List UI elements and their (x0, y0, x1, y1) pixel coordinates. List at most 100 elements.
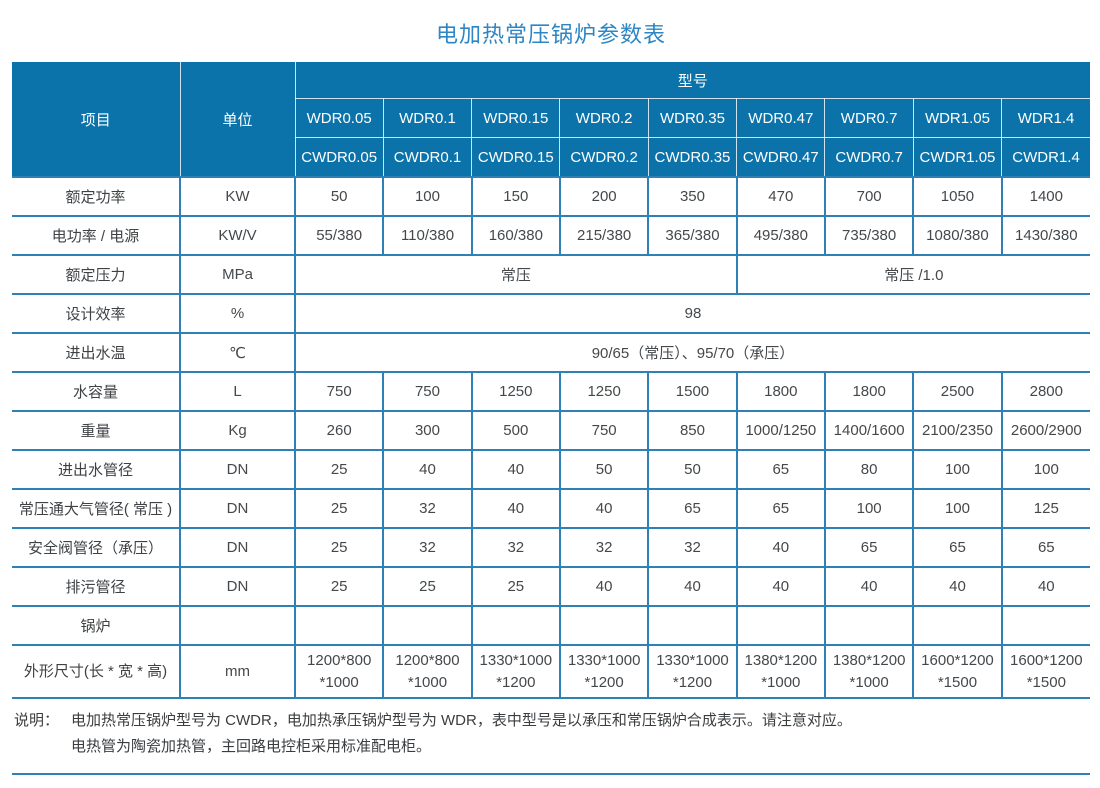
table-row: 排污管径 DN 25 25 25 40 40 40 40 40 40 (12, 566, 1090, 606)
value-cell: 25 (293, 527, 384, 567)
value-cell: 40 (735, 566, 825, 606)
table-row: 安全阀管径（承压） DN 25 32 32 32 32 40 65 65 65 (12, 527, 1090, 567)
header-top-row: 项目 单位 型号 (12, 62, 1090, 178)
note: 说明： 电加热常压锅炉型号为 CWDR，电加热承压锅炉型号为 WDR，表中型号是… (12, 699, 1090, 775)
value-cell: 40 (558, 488, 649, 528)
value-cell: 215/380 (558, 215, 649, 255)
value-cell: 100 (1000, 449, 1090, 489)
value-cell: 110/380 (382, 215, 472, 255)
value-cell: 750 (558, 410, 649, 450)
value-cell: 65 (735, 488, 825, 528)
header-model-cwdr: CWDR0.7 (824, 137, 914, 178)
page-title: 电加热常压锅炉参数表 (435, 22, 666, 47)
value-cell: 1330*1000 *1200 (647, 644, 737, 699)
value-cell: 260 (293, 410, 384, 450)
header-model-cwdr: CWDR0.47 (736, 137, 826, 178)
header-model-wdr: WDR1.4 (1001, 98, 1090, 138)
value-cell: 65 (735, 449, 825, 489)
header-model-wdr: WDR0.7 (824, 98, 914, 138)
value-cell: 1600*1200 *1500 (912, 644, 1002, 699)
table-header: 项目 单位 型号 WDR0.05 WDR0.1 WDR0.15 WDR0.2 WDR0.… (12, 62, 1090, 178)
value-cell: 65 (912, 527, 1002, 567)
value-cell (735, 605, 825, 645)
value-cell: 40 (1000, 566, 1090, 606)
header-model-cell: 型号 (294, 62, 1090, 99)
value-cell: 40 (470, 449, 560, 489)
table-row: 进出水温 ℃ 90/65（常压）、95/70（承压） (12, 332, 1090, 372)
value-cell: 40 (735, 527, 825, 567)
row-unit: KW (179, 176, 295, 216)
value-cell: 40 (912, 566, 1002, 606)
row-label: 额定压力 (12, 254, 180, 294)
value-cell: 500 (470, 410, 560, 450)
value-cell: 1600*1200 *1500 (1000, 644, 1090, 699)
note-line-2: 电热管为陶瓷加热管，主回路电控柜采用标准配电柜。 (71, 738, 432, 756)
value-cell: 160/380 (470, 215, 560, 255)
row-unit: L (179, 371, 295, 411)
table-row: 锅炉 (12, 605, 1090, 645)
value-cell: 750 (382, 371, 472, 411)
table-row: 水容量 L 750 750 1250 1250 1500 1800 1800 2500 2800 (12, 371, 1090, 411)
header-model-wdr: WDR0.15 (471, 98, 561, 138)
value-cell: 65 (647, 488, 737, 528)
value-cell: 1050 (912, 176, 1002, 216)
value-cell: 1800 (735, 371, 825, 411)
header-model-cwdr: CWDR1.05 (912, 137, 1003, 178)
value-cell: 25 (293, 566, 384, 606)
row-unit: DN (179, 527, 295, 567)
value-cell: 1800 (823, 371, 914, 411)
header-model-cwdr: CWDR0.35 (647, 137, 738, 178)
value-cell: 100 (382, 176, 472, 216)
value-cell: 40 (647, 566, 737, 606)
table-row: 重量 Kg 260 300 500 750 850 1000/1250 1400/1600 210… (12, 410, 1090, 450)
row-label: 安全阀管径（承压） (12, 527, 180, 567)
value-cell: 700 (823, 176, 914, 216)
row-unit: DN (179, 566, 295, 606)
value-cell: 1400/1600 (823, 410, 914, 450)
row-label: 电功率 / 电源 (12, 215, 180, 255)
value-cell: 1500 (647, 371, 737, 411)
value-cell: 1330*1000 *1200 (558, 644, 649, 699)
row-label: 进出水管径 (12, 449, 180, 489)
page: 电加热常压锅炉参数表 项目 单位 型号 WDR0.05 WDR0.1 WDR0.15… (12, 17, 1090, 775)
value-cell: 50 (293, 176, 384, 216)
value-cell (470, 605, 560, 645)
row-label: 进出水温 (12, 332, 180, 372)
value-cell (1000, 605, 1090, 645)
value-cell: 32 (470, 527, 560, 567)
value-cell: 55/380 (293, 215, 384, 255)
header-model-cwdr: CWDR0.1 (382, 137, 473, 178)
row-label: 额定功率 (12, 176, 180, 216)
value-cell: 40 (558, 566, 649, 606)
value-cell: 40 (823, 566, 914, 606)
header-model-wdr: WDR1.05 (912, 98, 1003, 138)
row-unit (179, 605, 295, 645)
value-cell (912, 605, 1002, 645)
value-cell: 100 (912, 488, 1002, 528)
value-cell: 495/380 (735, 215, 825, 255)
value-cell: 常压 (294, 254, 737, 294)
header-cwdr-row: CWDR0.05 CWDR0.1 CWDR0.15 CWDR0.2 CWDR0.35 CW… (12, 137, 1090, 178)
value-cell: 25 (382, 566, 472, 606)
value-cell: 1250 (470, 371, 560, 411)
value-cell (382, 605, 472, 645)
value-cell: 150 (470, 176, 560, 216)
value-cell: 1380*1200 *1000 (735, 644, 825, 699)
row-unit: DN (179, 449, 295, 489)
value-cell: 300 (382, 410, 472, 450)
table-row: 外形尺寸(长 * 宽 * 高) mm 1200*800 *1000 1200*800 … (12, 644, 1090, 699)
header-item-cell: 项目 (12, 62, 181, 178)
value-cell: 80 (823, 449, 914, 489)
header-model-wdr: WDR0.35 (647, 98, 738, 138)
value-cell: 1080/380 (912, 215, 1002, 255)
value-cell: 350 (647, 176, 737, 216)
value-cell: 32 (382, 527, 472, 567)
row-label: 外形尺寸(长 * 宽 * 高) (12, 644, 180, 699)
value-cell: 32 (382, 488, 472, 528)
value-cell: 90/65（常压）、95/70（承压） (294, 332, 1090, 372)
value-cell: 850 (647, 410, 737, 450)
table-row: 设计效率% 98 (12, 293, 1090, 333)
value-cell: 470 (735, 176, 825, 216)
value-cell: 32 (558, 527, 649, 567)
row-unit: % (179, 293, 295, 333)
